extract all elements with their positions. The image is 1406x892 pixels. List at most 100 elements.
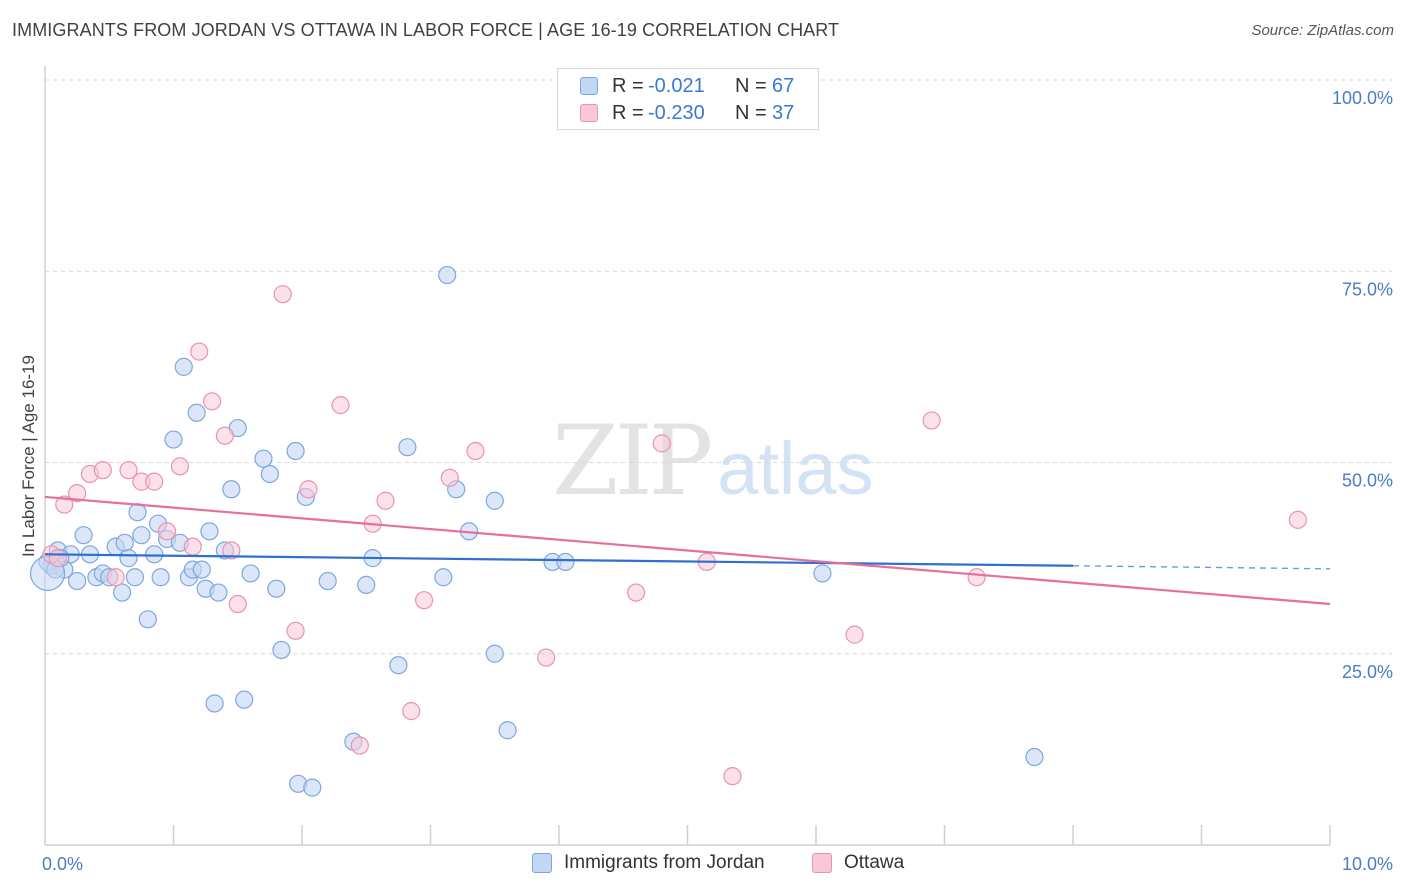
y-tick-label: 100.0% (1332, 88, 1393, 108)
point-ottawa (652, 434, 671, 453)
point-jordan (200, 522, 219, 541)
bottom-legend-label-ottawa: Ottawa (844, 852, 905, 873)
point-ottawa (845, 625, 864, 644)
point-ottawa (183, 537, 202, 556)
watermark-atlas: atlas (717, 427, 874, 510)
point-jordan (222, 480, 241, 499)
legend-n-label: N = (735, 75, 767, 97)
legend-r-label: R = (612, 102, 644, 124)
point-jordan (128, 503, 147, 522)
point-jordan (187, 403, 206, 422)
legend-swatch-jordan (580, 77, 598, 95)
point-ottawa (48, 549, 67, 568)
point-jordan (260, 464, 279, 484)
point-ottawa (537, 648, 556, 667)
point-jordan (115, 533, 134, 552)
point-ottawa (106, 568, 125, 587)
axes (44, 66, 1331, 846)
legend-swatch-ottawa (580, 104, 598, 122)
bottom-legend-swatch-jordan (532, 853, 552, 873)
tick-labels: 25.0% 50.0% 75.0% 100.0% 0.0% 10.0% (42, 88, 1393, 874)
point-jordan (267, 579, 286, 598)
point-ottawa (93, 461, 112, 480)
point-jordan (235, 690, 254, 709)
point-jordan (125, 568, 145, 587)
point-ottawa (402, 702, 421, 721)
point-ottawa (922, 411, 941, 430)
point-jordan (138, 610, 157, 629)
point-jordan (303, 778, 322, 797)
legend-r-label: R = (612, 75, 644, 97)
point-ottawa (145, 472, 164, 491)
legend-n-value: 37 (772, 102, 795, 124)
point-ottawa (215, 426, 234, 445)
point-jordan (192, 560, 211, 579)
point-jordan (74, 526, 93, 545)
point-jordan (357, 575, 376, 595)
point-jordan (205, 694, 224, 713)
point-jordan (398, 438, 417, 457)
point-jordan (119, 549, 138, 568)
legend-r-value: -0.230 (648, 102, 705, 124)
point-jordan (174, 357, 193, 376)
point-jordan (132, 526, 151, 545)
point-ottawa (626, 583, 646, 602)
source-label: Source: ZipAtlas.com (1251, 22, 1394, 39)
trend-line-jordan (44, 553, 1074, 567)
y-tick-label: 25.0% (1342, 662, 1393, 682)
point-ottawa (222, 541, 241, 560)
point-jordan (498, 721, 517, 740)
point-jordan (485, 644, 504, 663)
bottom-legend-label-jordan: Immigrants from Jordan (564, 852, 765, 873)
point-ottawa (466, 441, 485, 461)
point-jordan (438, 265, 457, 285)
legend-r-value: -0.021 (648, 75, 705, 97)
point-ottawa (350, 736, 369, 755)
point-jordan (68, 571, 87, 591)
watermark: ZIP atlas (552, 405, 874, 517)
point-jordan (556, 552, 575, 572)
point-jordan (145, 545, 164, 564)
point-ottawa (286, 621, 305, 640)
point-jordan (254, 449, 273, 468)
trend-line-ottawa (44, 495, 1331, 606)
point-jordan (151, 568, 170, 587)
correlation-legend: R = -0.021 N = 67 R = -0.230 N = 37 (557, 68, 819, 130)
point-ottawa (299, 480, 318, 499)
point-jordan (318, 571, 337, 591)
watermark-zip: ZIP (552, 405, 713, 517)
point-jordan (272, 640, 291, 660)
point-ottawa (440, 468, 459, 487)
point-ottawa (228, 594, 247, 614)
point-ottawa (967, 568, 986, 587)
point-jordan (209, 583, 228, 602)
point-ottawa (1288, 510, 1307, 529)
point-jordan (485, 491, 504, 510)
point-jordan (112, 583, 132, 602)
point-jordan (813, 564, 832, 583)
point-ottawa (723, 767, 742, 786)
legend-n-value: 67 (772, 75, 795, 97)
point-ottawa (202, 392, 222, 411)
point-jordan (1025, 747, 1044, 767)
point-jordan (241, 564, 260, 583)
y-tick-label: 75.0% (1342, 279, 1393, 299)
y-tick-label: 50.0% (1342, 471, 1393, 491)
series-ottawa-points (42, 285, 1307, 786)
chart-title: IMMIGRANTS FROM JORDAN VS OTTAWA IN LABO… (12, 20, 840, 40)
point-ottawa (170, 457, 190, 476)
trend-line-jordan-extension (1072, 565, 1331, 570)
legend-n-label: N = (735, 102, 767, 124)
series-jordan-points (29, 74, 1044, 797)
point-ottawa (414, 591, 434, 610)
point-ottawa (331, 396, 350, 415)
point-ottawa (273, 285, 292, 304)
y-axis-label: In Labor Force | Age 16-19 (19, 355, 38, 557)
bottom-legend-swatch-ottawa (812, 853, 832, 873)
point-jordan (286, 441, 305, 461)
x-tick-label: 0.0% (42, 854, 83, 874)
point-ottawa (190, 342, 209, 361)
point-ottawa (376, 491, 395, 510)
trend-lines (44, 495, 1331, 606)
